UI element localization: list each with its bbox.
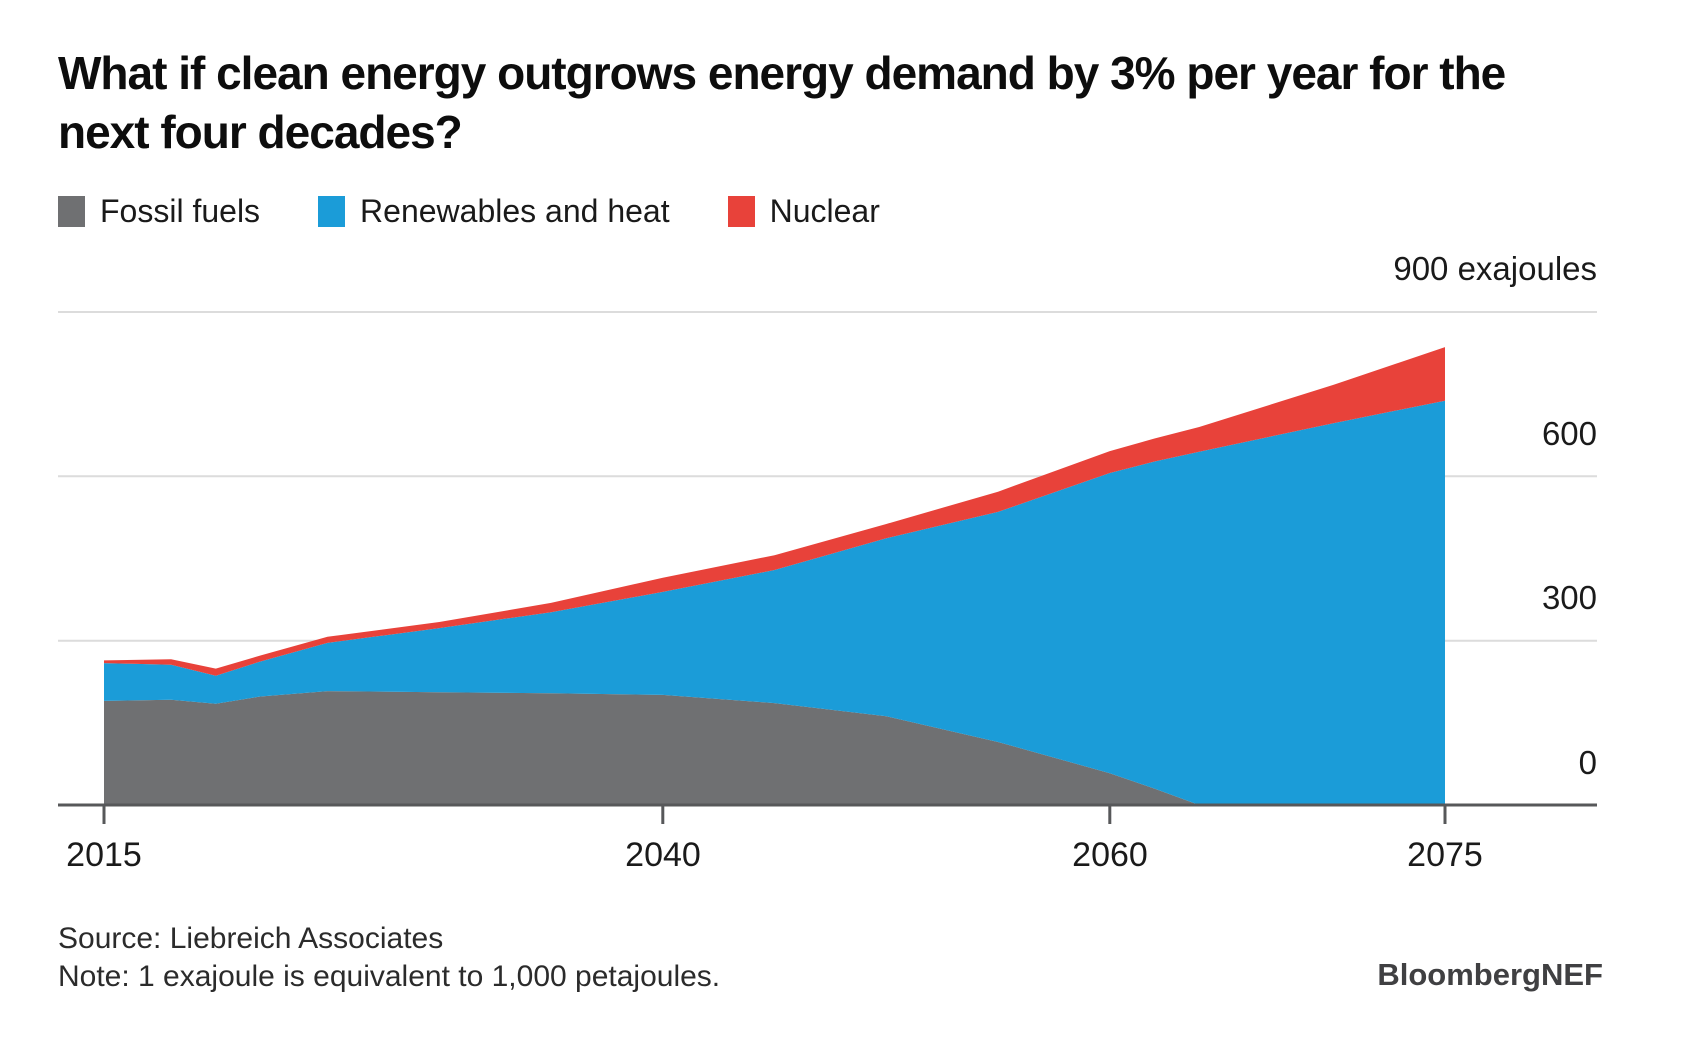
- legend: Fossil fuels Renewables and heat Nuclear: [58, 193, 880, 230]
- y-tick-label-900-exajoules: 900 exajoules: [1393, 250, 1597, 287]
- y-tick-label-300: 300: [1541, 579, 1597, 616]
- legend-swatch-nuclear-icon: [727, 196, 755, 227]
- bloombergnef-logo: BloombergNEF: [1377, 957, 1603, 992]
- y-tick-label-600: 600: [1541, 415, 1597, 452]
- footnote: Note: 1 exajoule is equivalent to 1,000 …: [58, 960, 721, 993]
- chart-title: What if clean energy outgrows energy dem…: [58, 47, 1506, 158]
- x-tick-label-2060: 2060: [1072, 836, 1148, 874]
- x-tick-label-2075: 2075: [1407, 836, 1483, 874]
- x-tick-label-2040: 2040: [625, 836, 701, 874]
- legend-label-fossil-fuels: Fossil fuels: [100, 193, 261, 229]
- legend-label-nuclear: Nuclear: [769, 193, 880, 229]
- source-credit: Source: Liebreich Associates: [58, 922, 444, 955]
- legend-label-renewables-and-heat: Renewables and heat: [360, 193, 670, 229]
- legend-swatch-fossil-fuels-icon: [58, 196, 85, 227]
- legend-swatch-renewables-and-heat-icon: [318, 196, 346, 227]
- area-nuclear: [104, 347, 1445, 676]
- legend-item-nuclear: Nuclear: [727, 193, 880, 230]
- legend-item-renewables-and-heat: Renewables and heat: [318, 193, 670, 230]
- legend-item-fossil-fuels: Fossil fuels: [58, 193, 260, 230]
- area-fossil-fuels: [104, 691, 1445, 805]
- area-renewables-and-heat: [104, 400, 1445, 805]
- y-tick-label-0: 0: [1578, 744, 1597, 781]
- x-tick-label-2015: 2015: [66, 836, 142, 874]
